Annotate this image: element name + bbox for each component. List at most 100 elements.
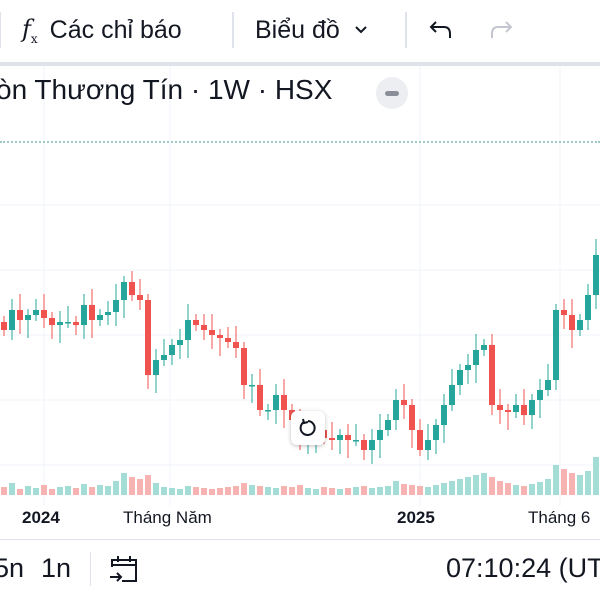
reset-icon <box>299 418 316 436</box>
volume-bar <box>249 485 255 495</box>
candle-body <box>337 435 343 440</box>
candle-body <box>409 405 415 430</box>
chart-type-button[interactable]: Biểu đồ <box>255 12 368 48</box>
candle-body <box>345 435 351 440</box>
candle-body <box>545 380 551 390</box>
volume-bar <box>497 481 503 495</box>
minus-icon <box>385 91 399 96</box>
candle-body <box>129 282 135 295</box>
candle-body <box>473 350 479 365</box>
candle-body <box>585 295 591 320</box>
candle-body <box>137 295 143 300</box>
candle-body <box>121 282 127 300</box>
volume-bar <box>209 489 215 495</box>
volume-bar <box>257 486 263 495</box>
volume-bar <box>177 489 183 495</box>
candle-body <box>465 365 471 370</box>
volume-bar <box>81 484 87 495</box>
candle-body <box>425 440 431 450</box>
x-axis-label: Tháng Năm <box>123 508 212 527</box>
volume-bar <box>441 483 447 495</box>
candle-body <box>65 322 71 324</box>
candle-body <box>25 315 31 320</box>
indicators-label: Các chỉ báo <box>49 15 182 44</box>
volume-bar <box>169 488 175 495</box>
candle-body <box>377 430 383 440</box>
volume-bar <box>585 471 591 495</box>
volume-bar <box>353 487 359 495</box>
volume-bar <box>393 481 399 495</box>
volume-bar <box>593 457 599 495</box>
range-5y-button[interactable]: 5n <box>0 553 25 583</box>
candle-body <box>417 430 423 450</box>
candle-body <box>113 300 119 312</box>
candle-body <box>145 300 151 375</box>
candle-body <box>577 320 583 330</box>
redo-icon[interactable] <box>488 18 514 54</box>
candle-body <box>521 405 527 415</box>
toolbar-divider <box>0 12 1 48</box>
toolbar-divider <box>232 12 234 48</box>
candle-body <box>41 310 47 318</box>
collapse-legend-button[interactable] <box>376 77 408 109</box>
candle-body <box>257 385 263 410</box>
candle-body <box>249 385 255 387</box>
candle-body <box>57 322 63 325</box>
candle-body <box>401 400 407 405</box>
candle-body <box>9 310 15 330</box>
candle-body <box>169 345 175 355</box>
candle-body <box>369 440 375 450</box>
volume-bar <box>489 477 495 495</box>
reset-chart-button[interactable] <box>291 411 325 445</box>
volume-bar <box>481 473 487 495</box>
undo-icon[interactable] <box>428 18 454 54</box>
candle-body <box>329 438 335 440</box>
candle-body <box>209 330 215 335</box>
volume-bar <box>17 489 23 495</box>
range-1y-button[interactable]: 1n <box>41 553 72 583</box>
candle-body <box>1 322 7 330</box>
go-to-date-calendar-icon[interactable] <box>108 553 140 585</box>
candle-body <box>441 405 447 425</box>
volume-bar <box>73 488 79 495</box>
volume-bar <box>545 479 551 495</box>
volume-bar <box>145 475 151 495</box>
candle-body <box>593 255 599 295</box>
volume-bar <box>25 486 31 495</box>
candle-body <box>33 310 39 315</box>
clock-timezone[interactable]: 07:10:24 (UT <box>446 553 600 583</box>
candle-body <box>353 440 359 442</box>
volume-bar <box>241 483 247 495</box>
chart-type-label: Biểu đồ <box>255 15 340 44</box>
indicators-button[interactable]: fx Các chỉ báo <box>22 12 182 48</box>
volume-bar <box>361 486 367 495</box>
candle-body <box>433 425 439 440</box>
candle-body <box>537 390 543 400</box>
bottom-divider <box>0 539 600 540</box>
volume-bar <box>561 469 567 495</box>
x-axis-label: 2024 <box>22 508 60 527</box>
volume-bar <box>129 477 135 495</box>
x-axis-label: 2025 <box>397 508 435 527</box>
candlestick-chart[interactable] <box>0 66 600 506</box>
candle-body <box>385 420 391 430</box>
volume-bar <box>449 481 455 495</box>
candle-body <box>17 310 23 320</box>
candle-body <box>185 320 191 340</box>
volume-bar <box>185 486 191 495</box>
candle-body <box>497 405 503 410</box>
volume-bar <box>89 487 95 495</box>
volume-bar <box>1 487 7 495</box>
candle-body <box>105 312 111 315</box>
volume-bar <box>401 484 407 495</box>
volume-bar <box>465 477 471 495</box>
volume-bar <box>521 486 527 495</box>
volume-bar <box>345 488 351 495</box>
volume-bar <box>329 488 335 495</box>
volume-bar <box>409 485 415 495</box>
volume-bar <box>297 485 303 495</box>
volume-bar <box>201 488 207 495</box>
volume-bar <box>161 487 167 495</box>
candle-body <box>393 400 399 420</box>
candle-body <box>233 342 239 348</box>
